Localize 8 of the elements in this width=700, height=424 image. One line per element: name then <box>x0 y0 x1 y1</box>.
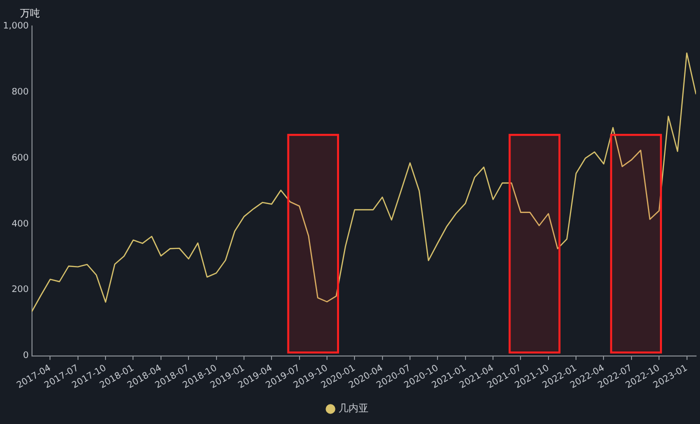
y-tick-label: 1,000 <box>3 21 30 32</box>
y-tick-label: 200 <box>12 285 30 296</box>
y-tick-label: 800 <box>12 87 30 98</box>
y-axis-title: 万吨 <box>20 8 40 20</box>
y-tick-label: 400 <box>12 219 30 230</box>
legend-label: 几内亚 <box>338 402 368 415</box>
y-tick-label: 600 <box>12 153 30 164</box>
y-tick-label: 0 <box>23 351 30 362</box>
